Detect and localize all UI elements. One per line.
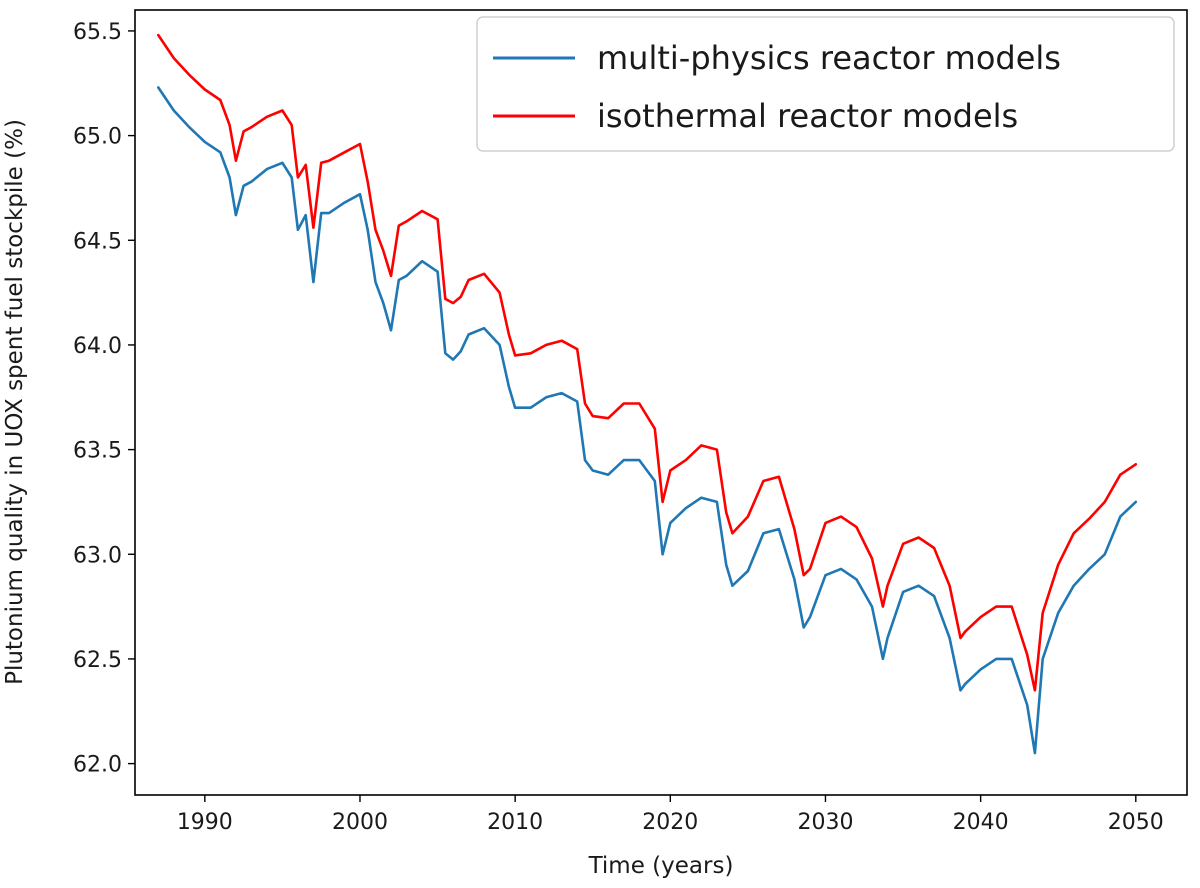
x-tick-label: 2040 — [953, 810, 1009, 835]
y-axis-ticks: 62.0 62.5 63.0 63.5 64.0 64.5 65.0 65.5 — [73, 20, 135, 778]
x-tick-label: 2000 — [332, 810, 388, 835]
y-tick-label: 64.5 — [73, 229, 122, 254]
y-tick-label: 62.0 — [73, 753, 122, 778]
y-tick-label: 64.0 — [73, 334, 122, 359]
x-axis-title: Time (years) — [588, 853, 734, 879]
plot-area-frame — [134, 9, 1188, 796]
y-tick-label: 65.0 — [73, 125, 122, 150]
y-tick-label: 63.0 — [73, 543, 122, 568]
y-tick-label: 65.5 — [73, 20, 122, 45]
x-axis-ticks: 1990 2000 2010 2020 2030 2040 2050 — [177, 795, 1164, 835]
legend-label-multi-physics: multi-physics reactor models — [597, 39, 1061, 77]
x-tick-label: 2020 — [642, 810, 698, 835]
legend-label-isothermal: isothermal reactor models — [597, 97, 1018, 135]
x-tick-label: 2030 — [797, 810, 853, 835]
series-layer — [157, 33, 1138, 755]
y-tick-label: 62.5 — [73, 648, 122, 673]
x-tick-label: 1990 — [177, 810, 233, 835]
series-line-isothermal — [157, 33, 1138, 692]
legend: multi-physics reactor models isothermal … — [476, 16, 1175, 152]
y-axis-title: Plutonium quality in UOX spent fuel stoc… — [2, 119, 28, 685]
x-tick-label: 2050 — [1108, 810, 1164, 835]
x-tick-label: 2010 — [487, 810, 543, 835]
y-tick-label: 63.5 — [73, 439, 122, 464]
series-line-multi-physics — [157, 86, 1138, 755]
legend-box — [476, 16, 1175, 152]
